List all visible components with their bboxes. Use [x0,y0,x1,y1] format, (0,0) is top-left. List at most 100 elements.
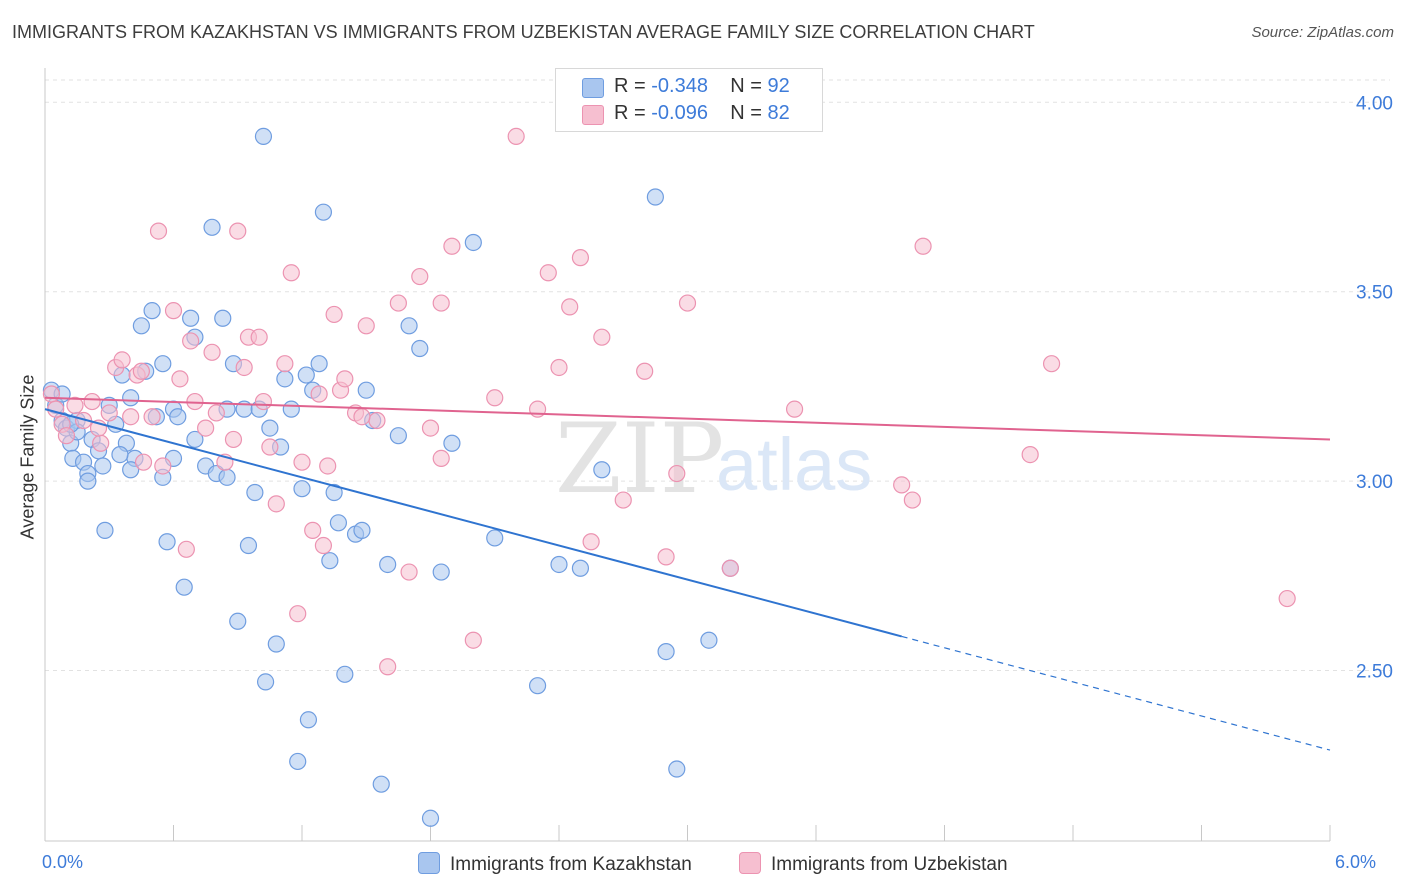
uzbekistan-point [561,298,579,316]
kazakhstan-point [79,472,97,490]
legend-n-label: N = [730,75,762,97]
uzbekistan-point [400,563,418,581]
kazakhstan-point [175,578,193,596]
uzbekistan-point [57,427,76,445]
kazakhstan-point [158,533,176,551]
y-tick-label: 3.00 [1356,472,1393,493]
kazakhstan-point [218,468,236,486]
uzbekistan-point [357,317,375,335]
kazakhstan-point [486,529,504,547]
uzbekistan-point [678,294,697,312]
kazakhstan-point [246,483,264,502]
correlation-legend: R = -0.348 N = 92 R = -0.096 N = 82 [555,68,823,132]
kazakhstan-point [282,400,300,418]
uzbekistan-point [122,408,140,426]
uzbekistan-point [314,536,333,555]
uzbekistan-point [261,438,279,456]
kazakhstan-point [132,317,150,335]
legend-swatch-uzbekistan [582,105,604,125]
uzbekistan-point [421,419,440,437]
uzbekistan-point [293,453,311,471]
uzbekistan-point [132,362,150,380]
kazakhstan-point [593,461,611,479]
trend-line-kazakhstan-extension [901,635,1331,751]
bottom-legend-swatch-uzbekistan [739,852,761,874]
y-tick-labels: 2.50 3.00 3.50 4.00 [1356,93,1393,682]
uzbekistan-point [235,358,253,377]
kazakhstan-point [239,536,258,555]
uzbekistan-point [389,294,407,312]
kazakhstan-point [668,760,686,778]
uzbekistan-point [149,222,168,240]
kazakhstan-point [464,233,482,252]
kazakhstan-point [657,642,675,661]
legend-r-uzbekistan: -0.096 [651,102,708,124]
uzbekistan-point [254,392,273,411]
kazakhstan-point [214,309,232,327]
kazakhstan-point [336,665,354,683]
uzbekistan-point [177,540,195,558]
uzbekistan-point [83,392,101,411]
bottom-legend-uzbekistan: Immigrants from Uzbekistan [739,852,1008,876]
uzbekistan-point [1021,446,1039,464]
uzbekistan-point [721,559,739,577]
uzbekistan-point [203,343,221,361]
kazakhstan-point [143,302,161,320]
source-credit: Source: ZipAtlas.com [1251,24,1394,41]
uzbekistan-point [432,449,450,467]
bottom-legend-swatch-kazakhstan [418,852,440,874]
legend-n-label: N = [730,102,762,124]
kazakhstan-point [329,514,348,532]
kazakhstan-point [276,370,294,388]
uzbekistan-point [893,476,911,494]
uzbekistan-point [182,332,200,350]
uzbekistan-point [785,400,804,418]
legend-r-label: R = [614,102,646,124]
kazakhstan-point [289,752,307,771]
kazakhstan-point [571,559,590,577]
kazakhstan-point [528,677,547,695]
kazakhstan-point [379,555,397,574]
legend-r-label: R = [614,75,646,97]
axes [44,68,1331,842]
uzbekistan-point [66,396,84,414]
trend-line-kazakhstan [44,408,902,638]
y-axis-label: Average Family Size [17,374,38,540]
uzbekistan-point [325,305,343,324]
kazakhstan-point [182,309,200,327]
kazakhstan-point [293,480,311,498]
uzbekistan-point [276,355,294,373]
zipatlas-watermark: ZIP atlas [555,403,872,515]
kazakhstan-point [169,408,187,426]
kazakhstan-point [111,446,129,464]
kazakhstan-point [400,317,418,335]
kazakhstan-point [432,563,450,581]
kazakhstan-point [550,555,568,574]
uzbekistan-point [92,434,110,452]
kazakhstan-point [297,366,315,384]
uzbekistan-point [1278,589,1296,608]
uzbekistan-point [353,408,371,426]
uzbekistan-point [571,249,590,267]
kazakhstan-point [203,218,221,236]
uzbekistan-point [42,385,61,403]
uzbekistan-point [1042,355,1061,373]
kazakhstan-point [154,355,172,373]
uzbekistan-point [368,411,386,430]
uzbekistan-point [443,237,461,255]
kazakhstan-point [411,339,429,358]
uzbekistan-point [464,631,482,649]
y-tick-label: 3.50 [1356,283,1393,304]
kazakhstan-point [122,461,140,479]
y-tick-label: 2.50 [1356,662,1393,683]
uzbekistan-point [310,385,328,403]
kazakhstan-point [421,809,440,827]
chart-title: IMMIGRANTS FROM KAZAKHSTAN VS IMMIGRANTS… [12,22,1035,42]
uzbekistan-point [379,658,397,676]
bottom-legend-label-kazakhstan: Immigrants from Kazakhstan [450,854,692,875]
kazakhstan-point [314,203,333,221]
kazakhstan-point [700,631,718,649]
uzbekistan-point [250,328,268,346]
uzbekistan-point [154,457,172,475]
uzbekistan-point [113,351,131,369]
